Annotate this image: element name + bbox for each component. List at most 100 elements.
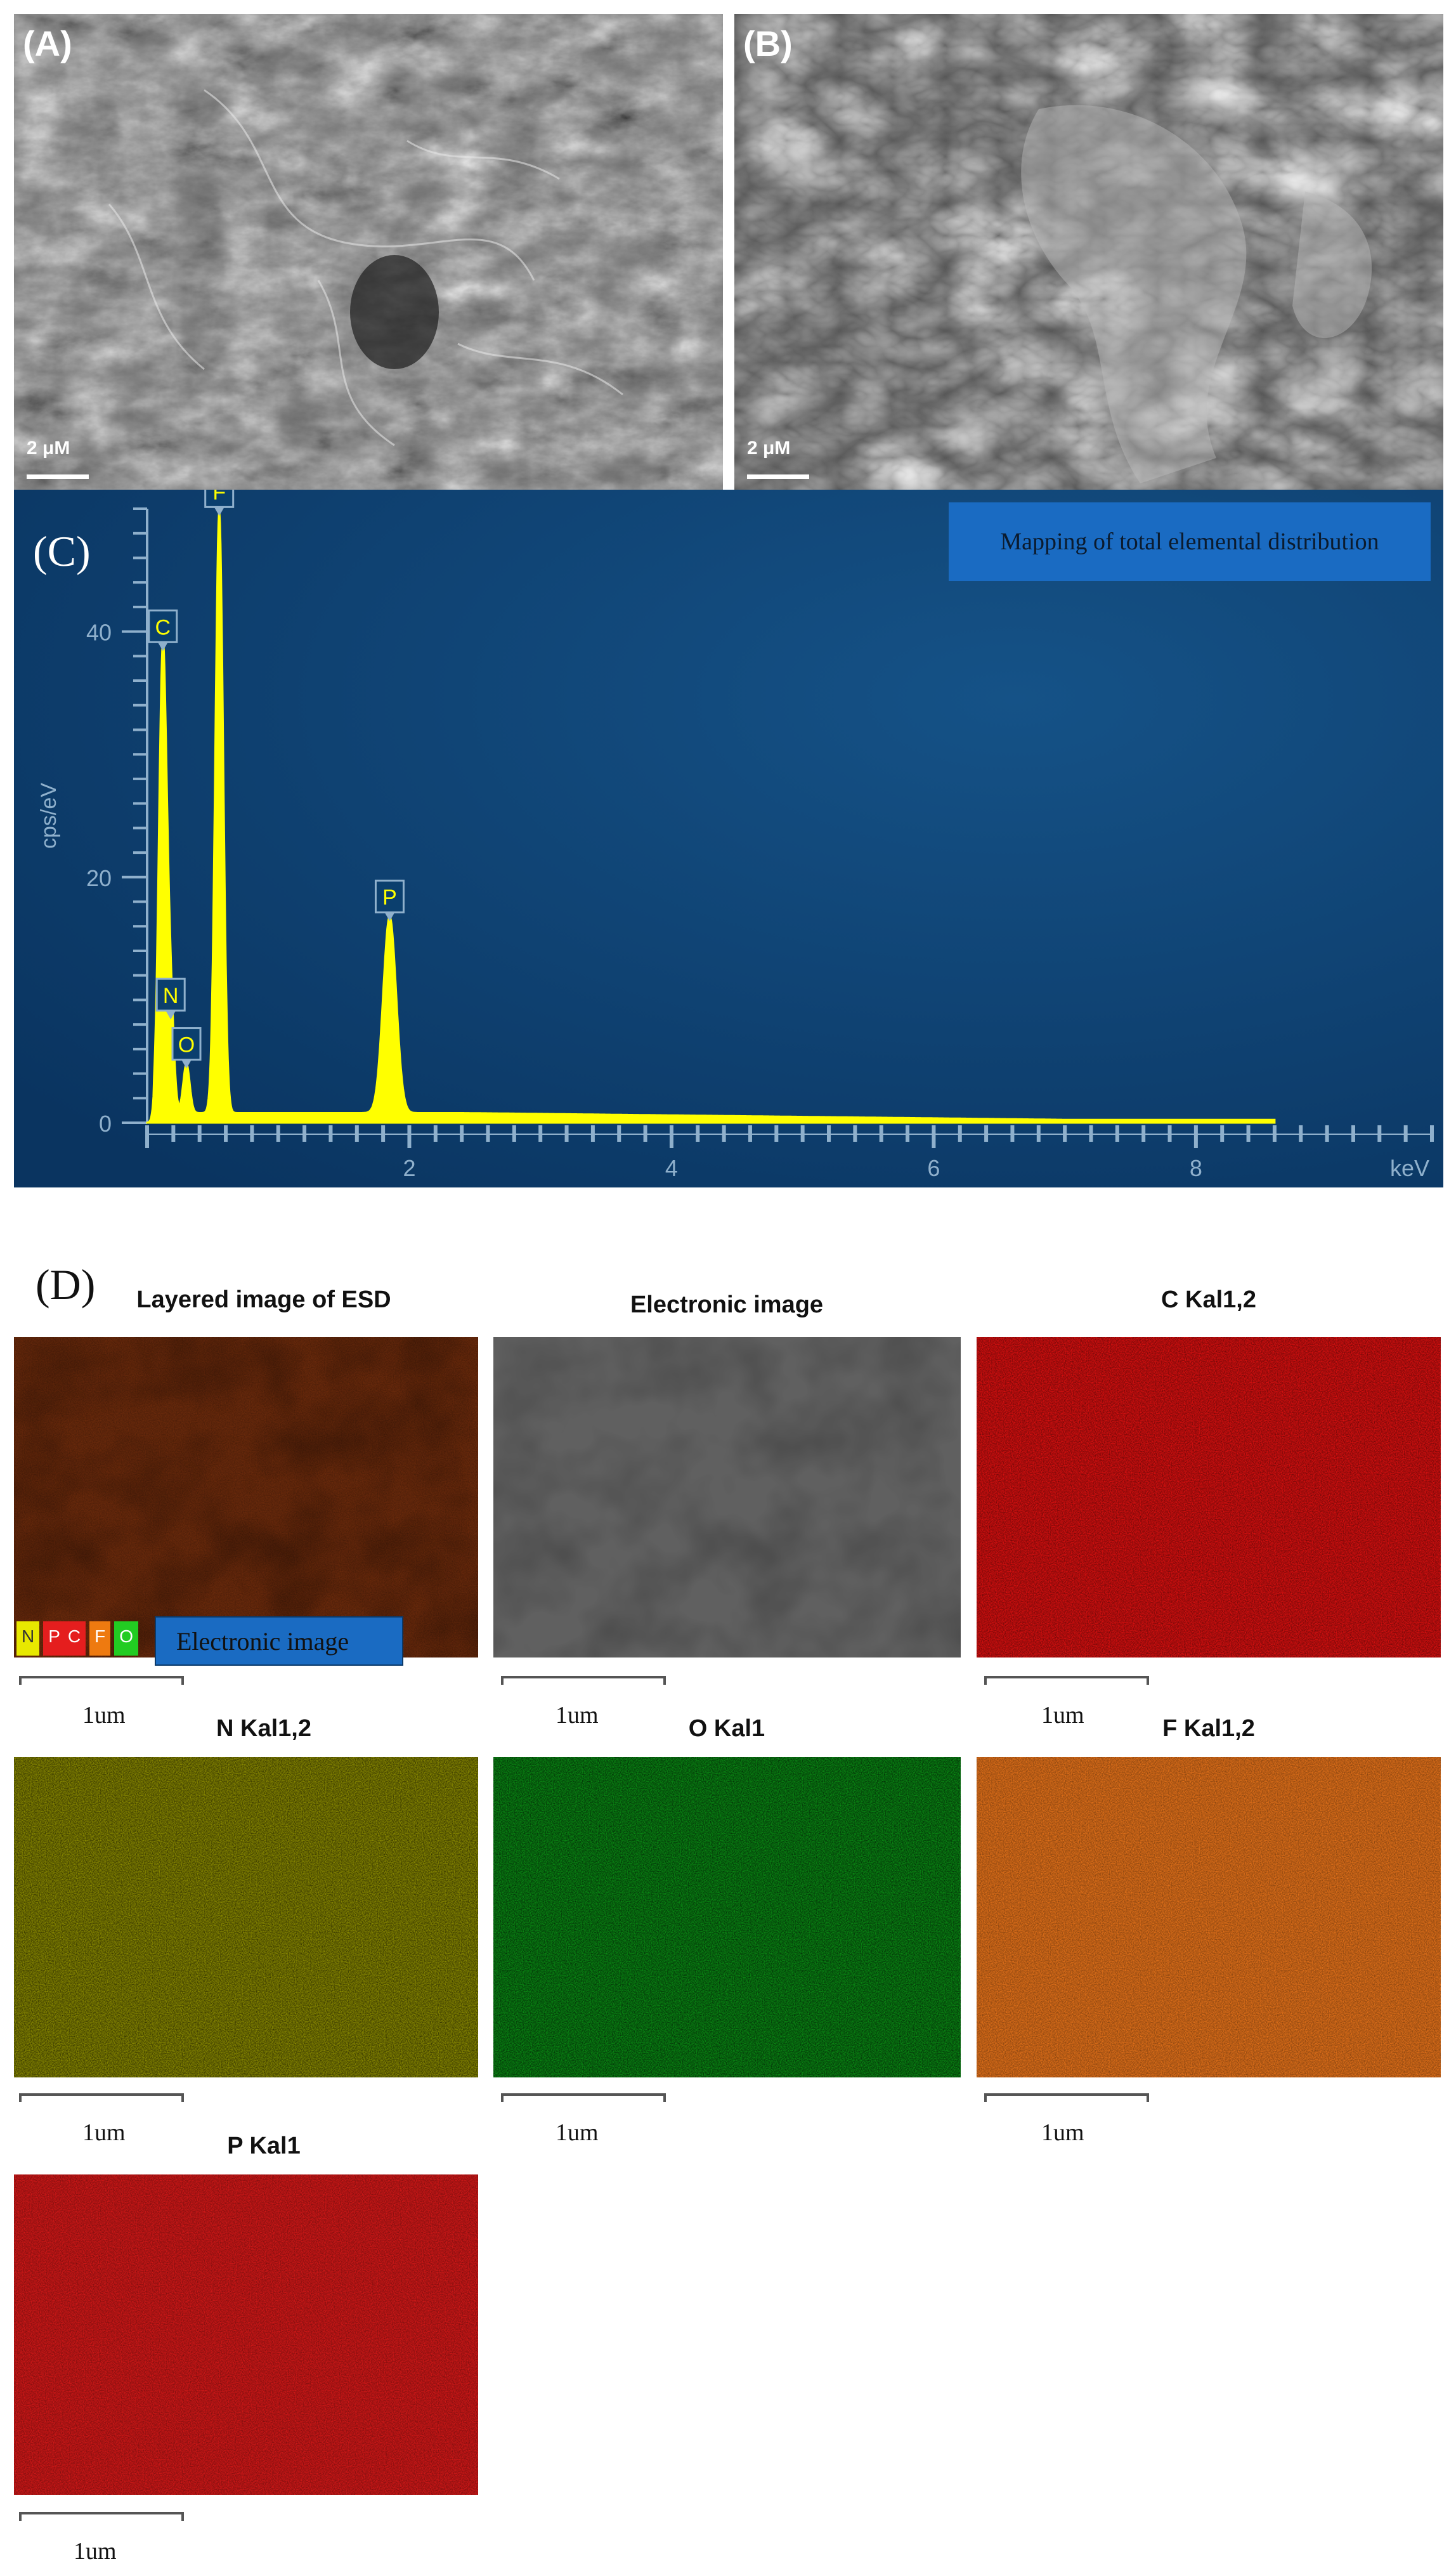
scale-bar-layered: 1um <box>19 1676 184 1729</box>
x-tick <box>381 1125 386 1142</box>
map-title-p: P Kal1 <box>227 2133 301 2159</box>
x-tick <box>1141 1125 1146 1142</box>
legend-chip-f: F <box>89 1621 111 1656</box>
spectrum-trace <box>146 511 1276 1124</box>
x-tick <box>564 1125 569 1142</box>
x-tick <box>1430 1125 1434 1142</box>
map-title-c: C Kal1,2 <box>1161 1286 1256 1313</box>
x-tick <box>958 1125 962 1142</box>
sem-image-a: (A) 2 μM <box>14 14 723 490</box>
map-tile-n <box>14 1757 478 2077</box>
x-tick <box>984 1125 989 1142</box>
x-tick <box>1377 1125 1382 1142</box>
x-tick <box>1351 1125 1355 1142</box>
scale-text-a: 2 μM <box>27 438 70 459</box>
spectrum-legend-box: Mapping of total elemental distribution <box>949 502 1431 581</box>
x-axis-label: keV <box>1390 1155 1429 1181</box>
spectrum-legend-text: Mapping of total elemental distribution <box>1000 528 1379 555</box>
x-tick <box>669 1125 673 1148</box>
map-title-layered: Layered image of ESD <box>136 1286 391 1313</box>
x-tick <box>354 1125 359 1142</box>
peak-label-o: O <box>171 1027 202 1069</box>
scale-bar-f: 1um <box>984 2093 1149 2146</box>
x-tick <box>722 1125 726 1142</box>
peak-label-c: C <box>148 609 178 651</box>
x-tick <box>1246 1125 1251 1142</box>
map-title-electronic: Electronic image <box>630 1291 824 1318</box>
map-title-f: F Kal1,2 <box>1162 1715 1255 1742</box>
x-tick <box>197 1125 202 1142</box>
svg-text:O: O <box>178 1033 195 1057</box>
x-tick <box>328 1125 333 1142</box>
peak-label-p: P <box>374 879 405 922</box>
legend-chip-c: C <box>67 1626 81 1646</box>
scale-bar-p: 1um <box>19 2512 184 2565</box>
scale-bar-electronic: 1um <box>501 1676 666 1729</box>
x-tick <box>748 1125 752 1142</box>
sem-image-b: (B) 2 μM <box>734 14 1443 490</box>
x-tick <box>171 1125 176 1142</box>
panel-label-d: (D) <box>36 1260 96 1309</box>
y-tick-label: 20 <box>86 865 112 891</box>
x-tick-label: 2 <box>403 1155 415 1181</box>
x-tick <box>827 1125 831 1142</box>
x-tick <box>879 1125 883 1142</box>
x-tick <box>853 1125 857 1142</box>
x-tick <box>250 1125 254 1142</box>
scale-bar-b <box>747 474 809 479</box>
scale-bar-c: 1um <box>984 1676 1149 1729</box>
x-tick <box>1325 1125 1329 1142</box>
x-tick <box>590 1125 595 1142</box>
map-tile-p <box>14 2174 478 2495</box>
x-tick <box>800 1125 805 1142</box>
scale-bar-n: 1um <box>19 2093 184 2146</box>
x-tick <box>302 1125 307 1142</box>
layered-overlay-label: Electronic image <box>155 1616 403 1666</box>
x-tick <box>433 1125 438 1142</box>
x-tick <box>486 1125 490 1142</box>
x-tick <box>643 1125 647 1142</box>
x-tick <box>696 1125 700 1142</box>
x-tick <box>1167 1125 1172 1142</box>
map-tile-f <box>977 1757 1441 2077</box>
legend-chip-n: N <box>16 1621 40 1656</box>
x-tick <box>460 1125 464 1142</box>
x-tick-label: 6 <box>927 1155 940 1181</box>
x-tick <box>1193 1125 1198 1148</box>
x-tick <box>1063 1125 1067 1142</box>
x-tick <box>1403 1125 1408 1142</box>
scale-bar-o: 1um <box>501 2093 666 2146</box>
y-axis-label: cps/eV <box>37 783 61 849</box>
svg-text:N: N <box>163 984 179 1008</box>
x-tick <box>1220 1125 1225 1142</box>
x-tick <box>932 1125 936 1148</box>
y-tick-label: 0 <box>99 1111 112 1137</box>
scale-text-b: 2 μM <box>747 438 791 459</box>
x-tick <box>774 1125 779 1142</box>
x-tick <box>145 1125 149 1148</box>
svg-text:P: P <box>382 886 397 910</box>
panel-label-a: (A) <box>23 23 72 63</box>
scale-bar-a <box>27 474 89 479</box>
map-tile-c <box>977 1337 1441 1657</box>
svg-text:C: C <box>155 615 171 639</box>
x-tick <box>538 1125 543 1142</box>
peak-label-f: F <box>204 490 235 516</box>
y-tick-label: 40 <box>86 620 112 646</box>
x-tick <box>224 1125 228 1142</box>
x-tick <box>512 1125 516 1142</box>
x-tick <box>1010 1125 1015 1142</box>
map-tile-o <box>493 1757 961 2077</box>
eds-spectrum-chart: 0 20 40 2 4 6 8 keV cps/eV C N O F P <box>14 490 1443 1187</box>
x-tick <box>276 1125 280 1142</box>
map-title-o: O Kal1 <box>688 1715 765 1742</box>
x-tick-label: 8 <box>1190 1155 1202 1181</box>
panel-label-c: (C) <box>33 527 91 575</box>
panel-label-b: (B) <box>743 23 793 63</box>
x-tick <box>1089 1125 1093 1142</box>
map-title-n: N Kal1,2 <box>216 1715 311 1742</box>
map-tile-electronic <box>493 1337 961 1657</box>
x-tick <box>407 1125 412 1148</box>
